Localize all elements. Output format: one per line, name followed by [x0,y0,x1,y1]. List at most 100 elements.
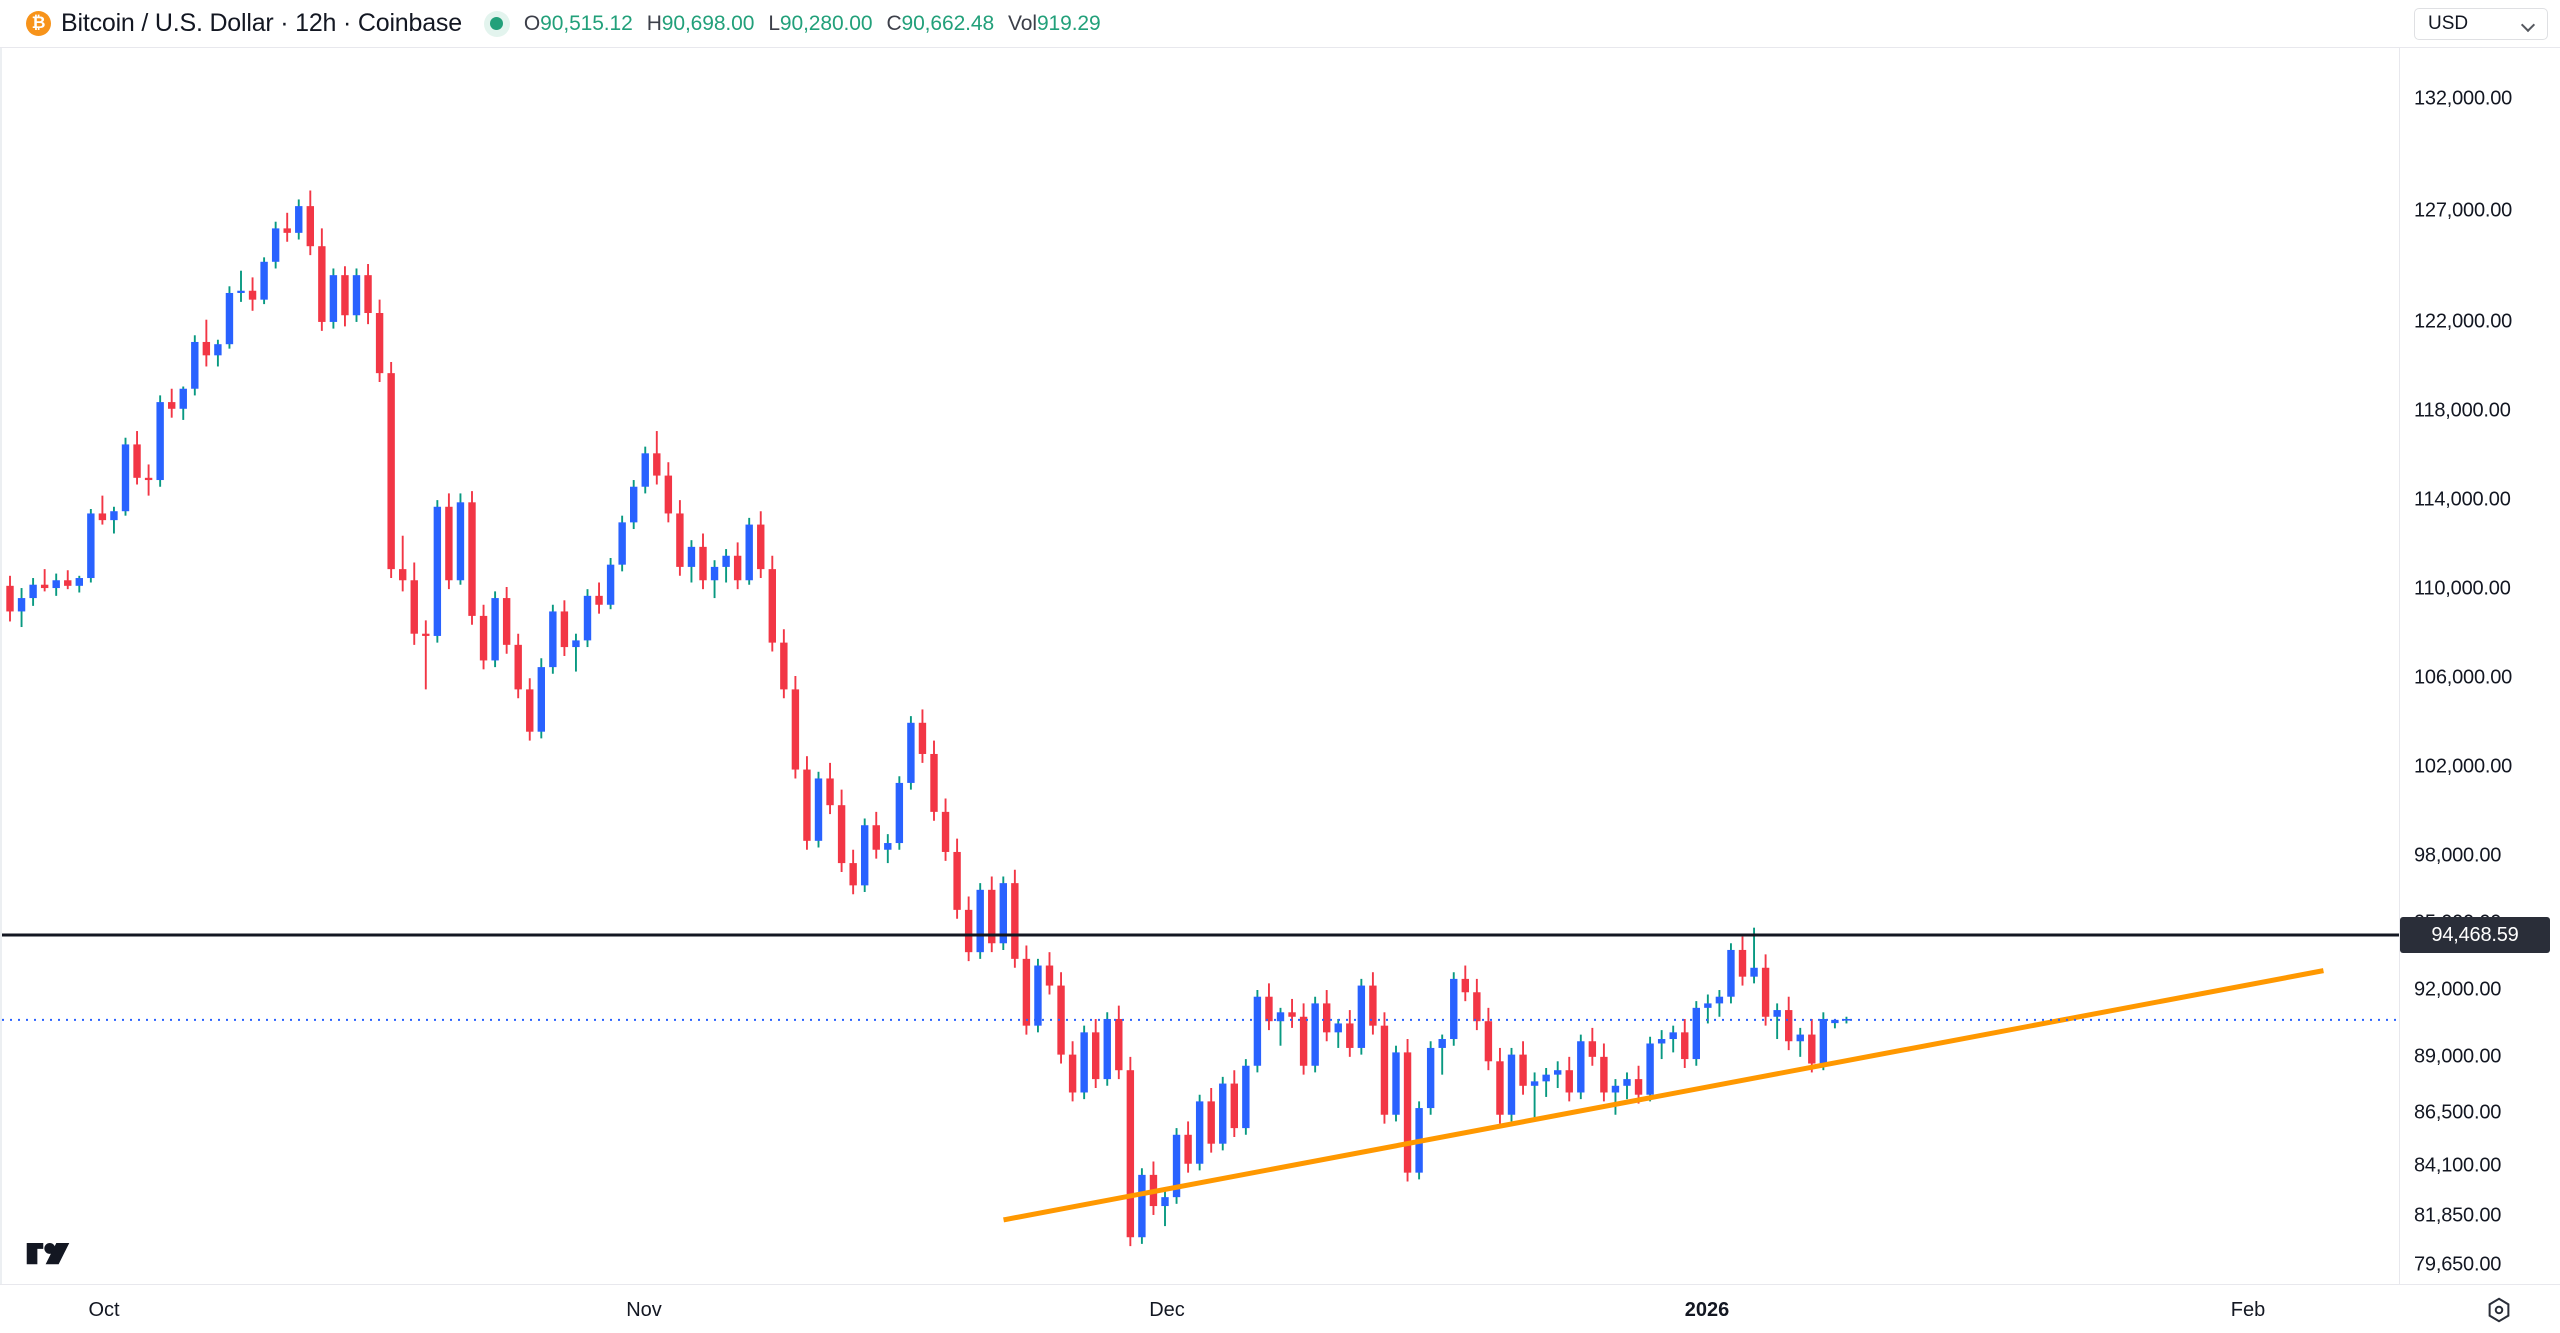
candle-body [1022,958,1031,1026]
candle-body [156,402,164,481]
candle-body [1172,1134,1181,1198]
candle-body [318,246,326,322]
candle-body [1519,1054,1527,1086]
candle-body [40,584,49,589]
ohlc-legend: O90,515.12 H90,698.00 L90,280.00 C90,662… [483,10,1115,37]
candle-body [1796,1034,1804,1042]
price-axis[interactable]: 132,000.00 127,000.00 122,000.00 118,000.00… [2399,48,2560,1284]
currency-selector[interactable]: USD [2414,8,2548,40]
candle-body [283,228,291,233]
candle-body [29,584,37,599]
candle-body [1623,1079,1631,1086]
candle-body [121,444,130,512]
candle-body [884,843,892,850]
candle-body [341,275,349,316]
currency-selector-value: USD [2428,13,2469,34]
price-axis-tick: 89,000.00 [2414,1045,2502,1068]
candle-body [733,555,742,581]
candle-body [1842,1018,1851,1021]
candle-body [17,598,26,612]
candle-body [502,598,511,645]
price-axis-tick: 102,000.00 [2414,755,2513,778]
market-status-indicator[interactable] [483,10,510,37]
tradingview-logo[interactable] [26,1243,70,1269]
candle-body [641,453,649,487]
candle-body [271,228,280,262]
candle-body [1554,1070,1562,1075]
candle-body [988,889,996,944]
candle-body [514,644,522,690]
time-axis-tick: 2026 [1684,1299,1730,1321]
candle-body [202,341,211,356]
price-badge: 94,468.59 [2400,917,2550,954]
candle-body [1323,1003,1331,1033]
candle-body [306,206,314,247]
candle-body [1750,967,1758,977]
candle-body [1819,1018,1828,1064]
candle-body [537,667,545,732]
candle-body [1611,1085,1620,1093]
candle-body [110,511,118,521]
chart-plot-area[interactable] [0,48,2399,1284]
price-axis-tick: 86,500.00 [2414,1101,2502,1124]
chart-header: ₿ Bitcoin / U.S. Dollar · 12h · Coinbase… [0,0,2560,48]
candle-body [1727,949,1735,997]
candle-body [329,275,338,322]
candle-body [560,611,569,648]
candle-body [1646,1043,1654,1095]
candle-body [791,689,800,770]
ohlc-open: O90,515.12 [524,12,633,36]
ascending-support-trendline[interactable] [1003,968,2324,1223]
candle-body [352,275,361,316]
candle-body [1704,1003,1712,1008]
candle-body [1831,1019,1839,1024]
candle-body [1496,1061,1504,1115]
candle-body [1692,1007,1700,1060]
candle-body [1588,1041,1597,1057]
candle-body [1045,965,1054,986]
candle-body [1369,985,1377,1026]
price-axis-tick: 118,000.00 [2414,399,2511,422]
candle-body [1738,949,1747,977]
candle-body [1380,1025,1389,1115]
candle-body [191,341,199,389]
time-axis-tick: Feb [2230,1299,2266,1321]
candle-body [1542,1074,1550,1082]
candle-body [618,522,626,565]
candle-body [837,805,846,864]
candle-body [745,524,753,581]
candle-body [1357,985,1366,1048]
candle-body [399,569,407,581]
candle-body [260,261,268,300]
candle-body [87,513,95,579]
candle-body [907,722,915,783]
candle-body [768,569,776,643]
candle-body [1011,883,1019,959]
bitcoin-icon: ₿ [26,11,51,36]
chart-settings-icon[interactable] [2484,1295,2514,1325]
market-open-dot [490,17,504,30]
ohlc-open-value: 90,515.12 [540,11,633,35]
price-axis-tick: 79,650.00 [2414,1253,2502,1276]
candle-body [98,513,107,521]
candle-body [953,851,961,910]
ohlc-high-value: 90,698.00 [661,11,755,35]
candle-body [214,344,222,356]
candle-body [930,753,938,812]
candle-body [225,292,234,345]
candle-body [1426,1047,1435,1109]
candle-body [1115,1018,1123,1071]
candle-body [549,611,557,668]
candle-body [168,402,176,409]
candle-body [676,513,684,567]
candle-body [1473,992,1481,1022]
ohlc-high-label: H [646,11,662,35]
candle-body [237,290,245,293]
candle-body [1126,1070,1135,1238]
ohlc-high: H90,698.00 [647,12,755,36]
symbol-title[interactable]: Bitcoin / U.S. Dollar · 12h · Coinbase [61,9,462,37]
candle-body [1403,1052,1412,1173]
candle-body [248,290,257,300]
time-axis[interactable]: Oct Nov Dec 2026 Feb [0,1284,2560,1333]
candle-body [526,689,534,732]
